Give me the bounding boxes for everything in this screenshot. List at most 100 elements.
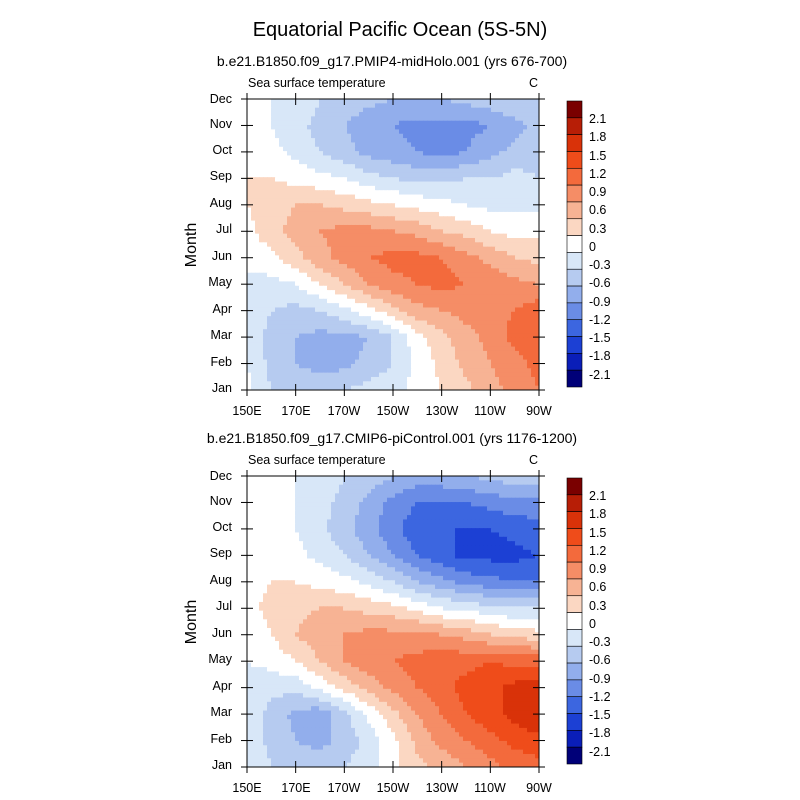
heatmap-cell bbox=[315, 259, 320, 265]
heatmap-cell bbox=[435, 290, 440, 296]
heatmap-cell bbox=[523, 194, 528, 200]
heatmap-cell bbox=[479, 277, 484, 283]
heatmap-cell bbox=[291, 211, 296, 217]
heatmap-cell bbox=[487, 142, 492, 148]
heatmap-cell bbox=[387, 272, 392, 278]
heatmap-cell bbox=[435, 363, 440, 369]
heatmap-cell bbox=[315, 229, 320, 235]
heatmap-cell bbox=[371, 259, 376, 265]
heatmap-cell bbox=[347, 242, 352, 248]
heatmap-cell bbox=[535, 151, 539, 157]
heatmap-cell bbox=[431, 355, 436, 361]
heatmap-cell bbox=[487, 172, 492, 178]
heatmap-cell bbox=[247, 99, 252, 104]
heatmap-cell bbox=[495, 220, 500, 226]
heatmap-cell bbox=[487, 337, 492, 343]
heatmap-cell bbox=[455, 146, 460, 152]
heatmap-cell bbox=[263, 290, 268, 296]
heatmap-cell bbox=[251, 259, 256, 265]
heatmap-cell bbox=[415, 159, 420, 165]
heatmap-cell bbox=[503, 142, 508, 148]
heatmap-cell bbox=[447, 155, 452, 161]
heatmap-cell bbox=[511, 385, 516, 390]
heatmap-cell bbox=[283, 116, 288, 122]
heatmap-cell bbox=[519, 125, 524, 130]
heatmap-cell bbox=[295, 320, 300, 326]
heatmap-cell bbox=[275, 311, 280, 317]
heatmap-cell bbox=[459, 337, 464, 343]
heatmap-cell bbox=[279, 120, 284, 126]
heatmap-cell bbox=[463, 116, 468, 122]
heatmap-cell bbox=[515, 129, 520, 135]
heatmap-cell bbox=[327, 272, 332, 278]
heatmap-cell bbox=[283, 242, 288, 248]
heatmap-cell bbox=[363, 99, 368, 104]
heatmap-cell bbox=[439, 194, 444, 200]
heatmap-cell bbox=[299, 277, 304, 283]
heatmap-cell bbox=[475, 190, 480, 196]
heatmap-cell bbox=[331, 216, 336, 222]
heatmap-cell bbox=[431, 246, 436, 252]
heatmap-cell bbox=[495, 172, 500, 178]
heatmap-cell bbox=[475, 155, 480, 161]
heatmap-cell bbox=[383, 264, 388, 269]
heatmap-cell bbox=[395, 107, 400, 113]
heatmap-cell bbox=[291, 216, 296, 222]
heatmap-cell bbox=[259, 268, 264, 274]
heatmap-cell bbox=[403, 363, 408, 369]
heatmap-cell bbox=[475, 311, 480, 317]
heatmap-cell bbox=[367, 168, 372, 174]
heatmap-cell bbox=[531, 142, 536, 148]
heatmap-cell bbox=[283, 198, 288, 204]
heatmap-cell bbox=[259, 285, 264, 291]
heatmap-cell bbox=[343, 172, 348, 178]
heatmap-cell bbox=[523, 333, 528, 339]
heatmap-cell bbox=[447, 159, 452, 165]
heatmap-cell bbox=[331, 368, 336, 374]
heatmap-cell bbox=[403, 159, 408, 165]
heatmap-cell bbox=[359, 112, 364, 117]
heatmap-cell bbox=[395, 172, 400, 178]
heatmap-cell bbox=[323, 159, 328, 165]
heatmap-cell bbox=[399, 277, 404, 283]
heatmap-cell bbox=[279, 155, 284, 161]
heatmap-cell bbox=[451, 246, 456, 252]
y-tick-label: Jun bbox=[212, 249, 232, 263]
heatmap-cell bbox=[339, 385, 344, 390]
heatmap-cell bbox=[503, 251, 508, 256]
heatmap-cell bbox=[283, 264, 288, 269]
heatmap-cell bbox=[291, 255, 296, 261]
heatmap-cell bbox=[515, 294, 520, 300]
heatmap-cell bbox=[283, 290, 288, 296]
heatmap-cell bbox=[487, 151, 492, 157]
heatmap-cell bbox=[339, 259, 344, 265]
heatmap-cell bbox=[315, 194, 320, 200]
heatmap-cell bbox=[419, 281, 424, 287]
heatmap-cell bbox=[307, 272, 312, 278]
heatmap-cell bbox=[455, 355, 460, 361]
heatmap-cell bbox=[251, 177, 256, 183]
heatmap-cell bbox=[407, 168, 412, 174]
heatmap-cell bbox=[475, 125, 480, 130]
heatmap-cell bbox=[399, 116, 404, 122]
heatmap-cell bbox=[487, 350, 492, 356]
heatmap-cell bbox=[287, 138, 292, 144]
heatmap-cell bbox=[375, 329, 380, 335]
units-label: C bbox=[529, 453, 538, 467]
heatmap-cell bbox=[247, 372, 252, 378]
heatmap-cell bbox=[295, 181, 300, 187]
heatmap-cell bbox=[355, 268, 360, 274]
heatmap-cell bbox=[367, 346, 372, 352]
heatmap-cell bbox=[535, 259, 539, 265]
heatmap-cell bbox=[451, 268, 456, 274]
heatmap-cell bbox=[507, 216, 512, 222]
heatmap-cell bbox=[307, 159, 312, 165]
heatmap-cell bbox=[267, 224, 272, 230]
heatmap-cell bbox=[503, 181, 508, 187]
heatmap-cell bbox=[267, 346, 272, 352]
heatmap-cell bbox=[251, 320, 256, 326]
heatmap-cell bbox=[531, 168, 536, 174]
heatmap-cell bbox=[475, 264, 480, 269]
heatmap-cell bbox=[363, 350, 368, 356]
heatmap-cell bbox=[395, 290, 400, 296]
